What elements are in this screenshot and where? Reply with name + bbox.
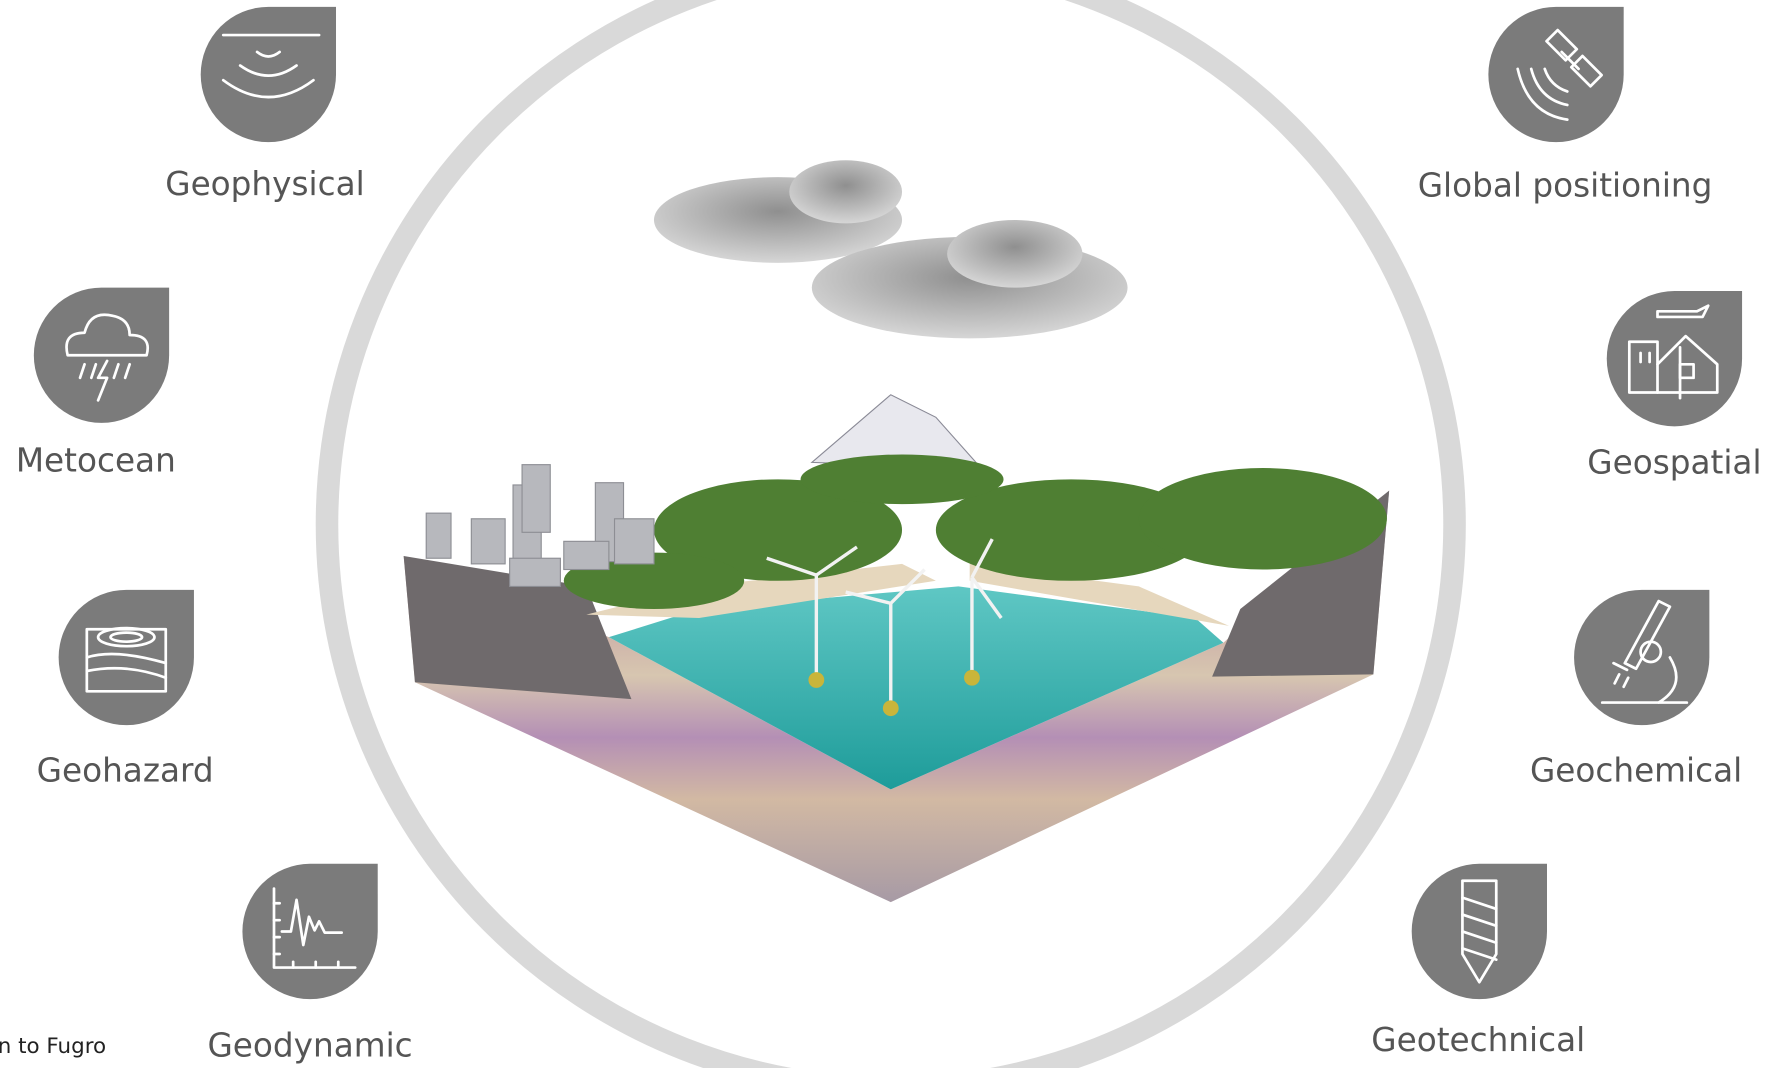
geotechnical-icon: [1411, 863, 1547, 1000]
ring: [315, 0, 1466, 1068]
geochemical-icon: [1574, 589, 1710, 726]
service-label: Geotechnical: [1371, 1021, 1585, 1059]
geophysical-icon: [200, 6, 337, 143]
service-label: Geophysical: [165, 165, 364, 203]
service-label: Metocean: [16, 441, 176, 479]
service-label: Geodynamic: [207, 1027, 412, 1065]
global-positioning-icon: [1488, 6, 1624, 143]
service-label: Global positioning: [1418, 166, 1713, 204]
landscape-illustration: [403, 160, 1390, 903]
service-label: Geohazard: [37, 751, 214, 789]
metocean-icon: [33, 287, 170, 423]
geodynamic-icon: [242, 863, 378, 1000]
geospatial-icon: [1606, 291, 1743, 427]
footer-note: n to Fugro: [0, 1034, 106, 1059]
geohazard-icon: [58, 589, 194, 726]
service-label: Geochemical: [1530, 751, 1742, 789]
service-label: Geospatial: [1587, 444, 1761, 482]
